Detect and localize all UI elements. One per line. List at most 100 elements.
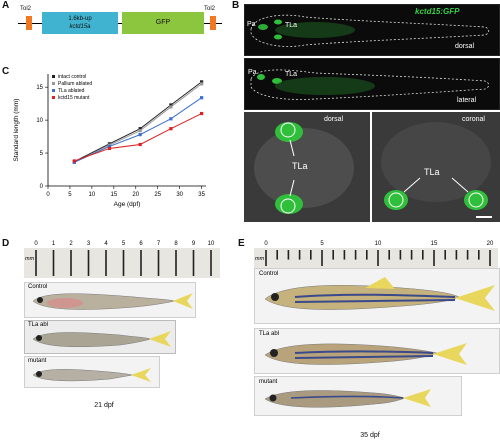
- ruler-number: 0: [34, 241, 38, 247]
- ruler-minor-tick: [298, 250, 301, 260]
- ruler-minor-tick: [422, 250, 424, 260]
- x-tick-label: 35: [198, 192, 205, 198]
- data-point: [200, 111, 204, 116]
- ruler-number: 10: [208, 241, 215, 247]
- fish-control-35dpf-svg: [264, 277, 495, 311]
- legend-label-2: TLa ablated: [58, 88, 85, 94]
- x-tick-label: 20: [132, 192, 139, 198]
- fish-image-21dpf-control: Control: [24, 282, 196, 318]
- ruler-major-tick: [210, 250, 212, 276]
- ruler-svg: mm 0 5 10 15 20: [254, 241, 498, 268]
- fish-tla-35dpf-svg: [264, 343, 467, 365]
- fish-stripe: [294, 293, 456, 298]
- ruler-major-tick: [87, 250, 90, 276]
- data-point: [169, 127, 173, 131]
- dorsal-zoom-image: dorsal TLa: [244, 112, 370, 222]
- fish-stripe: [294, 350, 434, 354]
- y-tick-label: 0: [40, 184, 44, 190]
- fish-image-21dpf-tla: TLa abl: [24, 320, 176, 354]
- ruler-minor-tick: [388, 250, 390, 260]
- data-point: [138, 129, 142, 133]
- dorsal-tla-signal-bottom: [274, 34, 282, 40]
- legend-label-1: Pallium ablated: [58, 81, 92, 87]
- coronal-zoom-svg: [381, 122, 492, 218]
- ruler-minor-tick: [287, 250, 290, 260]
- row-label-tla-35dpf: TLa abl: [259, 331, 280, 337]
- promoter-label-line1: 1.6kb-up: [68, 16, 92, 22]
- coronal-view-label: coronal: [462, 116, 485, 123]
- data-point: [169, 105, 173, 109]
- fish-body: [32, 332, 152, 348]
- coronal-signal-right: [464, 190, 488, 210]
- data-point: [138, 127, 142, 131]
- ruler-minor-tick: [276, 250, 278, 260]
- fish-body: [264, 285, 460, 310]
- fish-eye: [269, 394, 277, 402]
- tol2-right-box: [210, 16, 216, 30]
- fish-tail: [455, 285, 495, 311]
- x-tick-label: 5: [68, 192, 72, 198]
- ruler-number: 6: [139, 241, 143, 247]
- lateral-larva-image: Pa TLa lateral: [244, 58, 500, 110]
- fish-eye: [270, 349, 278, 357]
- data-point: [169, 117, 173, 121]
- ruler-minor-tick: [354, 250, 357, 260]
- coronal-tissue: [381, 122, 491, 202]
- ruler-minor-tick: [366, 250, 368, 260]
- ruler-major-tick: [140, 250, 142, 276]
- dorsal-tla-label: TLa: [285, 22, 298, 29]
- ruler-major-tick: [122, 250, 125, 276]
- fish-image-35dpf-control: Control: [254, 268, 500, 324]
- fish-image-21dpf-mutant: mutant: [24, 356, 160, 388]
- dorsal-pa-signal: [258, 24, 268, 30]
- legend-marker-3: [52, 96, 55, 99]
- scale-bar: [476, 216, 492, 218]
- ruler-major-tick: [433, 250, 435, 266]
- fish-mutant-35dpf-svg: [264, 389, 431, 408]
- y-tick-label: 5: [40, 151, 44, 157]
- caption-21dpf: 21 dpf: [94, 402, 114, 409]
- ruler-number: 0: [264, 241, 268, 247]
- fish-tail: [433, 343, 467, 365]
- dorsal-zoom-svg: [254, 122, 354, 214]
- fish-tail: [149, 331, 171, 347]
- dorsal-tla-signal-top: [274, 19, 282, 25]
- ruler-number: 15: [431, 241, 438, 247]
- backbone-line: [18, 23, 222, 24]
- dorsal-larva-outline: [250, 14, 490, 47]
- ruler-number: 2: [69, 241, 73, 247]
- coronal-signal-left: [384, 190, 408, 210]
- x-tick-label: 30: [176, 192, 183, 198]
- data-point: [200, 96, 204, 100]
- x-tick-label: 25: [154, 192, 161, 198]
- ruler-minor-tick: [478, 250, 480, 260]
- fish-stripe: [290, 395, 404, 399]
- ruler-body: [24, 248, 220, 278]
- coronal-circle-right: [468, 192, 484, 208]
- ruler-number: 8: [174, 241, 178, 247]
- panel-e-letter: E: [238, 238, 245, 249]
- fish-body: [32, 369, 134, 382]
- ruler-minor-tick: [455, 250, 458, 260]
- dorsal-zoom-circle-bottom: [280, 198, 296, 214]
- lateral-tla-label: TLa: [285, 71, 298, 78]
- fish-eye: [36, 335, 42, 341]
- ruler-major-tick: [52, 250, 55, 276]
- y-axis-label: Standard length (mm): [13, 99, 20, 162]
- ruler-minor-tick: [332, 250, 334, 260]
- legend-marker-0: [52, 75, 55, 78]
- panel-b-letter: B: [232, 0, 240, 11]
- dorsal-zoom-circle-top: [280, 122, 296, 138]
- fish-mutant-21dpf-svg: [32, 368, 151, 382]
- construct-diagram: Tol2 1.6kb-up kctd15a GFP Tol2: [18, 6, 222, 38]
- data-point: [200, 82, 204, 86]
- ruler-major-tick: [321, 250, 323, 266]
- dorsal-body-glow: [275, 22, 355, 38]
- series-line-3: [74, 113, 202, 162]
- promoter-box: 1.6kb-up kctd15a: [42, 12, 118, 34]
- ruler-number: 3: [87, 241, 91, 247]
- row-label-mutant-21dpf: mutant: [28, 358, 47, 364]
- ruler-minor-tick: [399, 250, 402, 260]
- x-axis-label: Age (dpf): [114, 201, 141, 208]
- dorsal-zoom-arrow-bottom: [289, 179, 295, 197]
